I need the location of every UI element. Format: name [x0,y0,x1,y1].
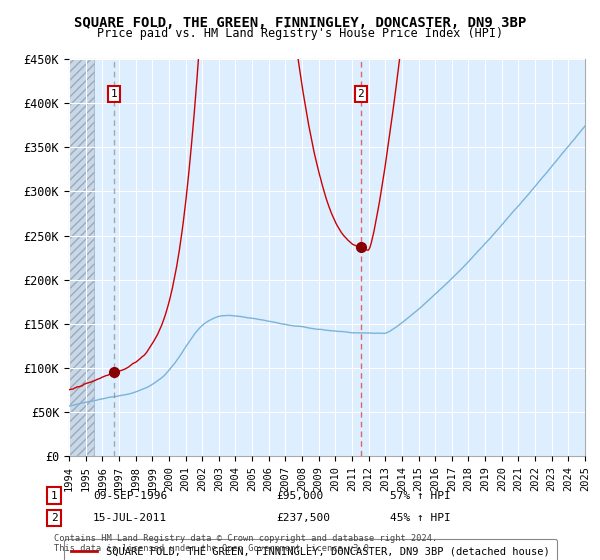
Text: 1: 1 [110,89,117,99]
Text: Price paid vs. HM Land Registry's House Price Index (HPI): Price paid vs. HM Land Registry's House … [97,27,503,40]
Bar [69,59,94,456]
Text: 2: 2 [50,513,58,523]
Text: 45% ↑ HPI: 45% ↑ HPI [390,513,451,523]
Text: 09-SEP-1996: 09-SEP-1996 [93,491,167,501]
Text: £95,000: £95,000 [276,491,323,501]
Text: 57% ↑ HPI: 57% ↑ HPI [390,491,451,501]
Bar [69,59,94,456]
Legend: SQUARE FOLD, THE GREEN, FINNINGLEY, DONCASTER, DN9 3BP (detached house), HPI: Av: SQUARE FOLD, THE GREEN, FINNINGLEY, DONC… [64,539,557,560]
Text: £237,500: £237,500 [276,513,330,523]
Text: 2: 2 [358,89,364,99]
Text: Contains HM Land Registry data © Crown copyright and database right 2024.
This d: Contains HM Land Registry data © Crown c… [54,534,437,553]
Text: 15-JUL-2011: 15-JUL-2011 [93,513,167,523]
Text: SQUARE FOLD, THE GREEN, FINNINGLEY, DONCASTER, DN9 3BP: SQUARE FOLD, THE GREEN, FINNINGLEY, DONC… [74,16,526,30]
Text: 1: 1 [50,491,58,501]
